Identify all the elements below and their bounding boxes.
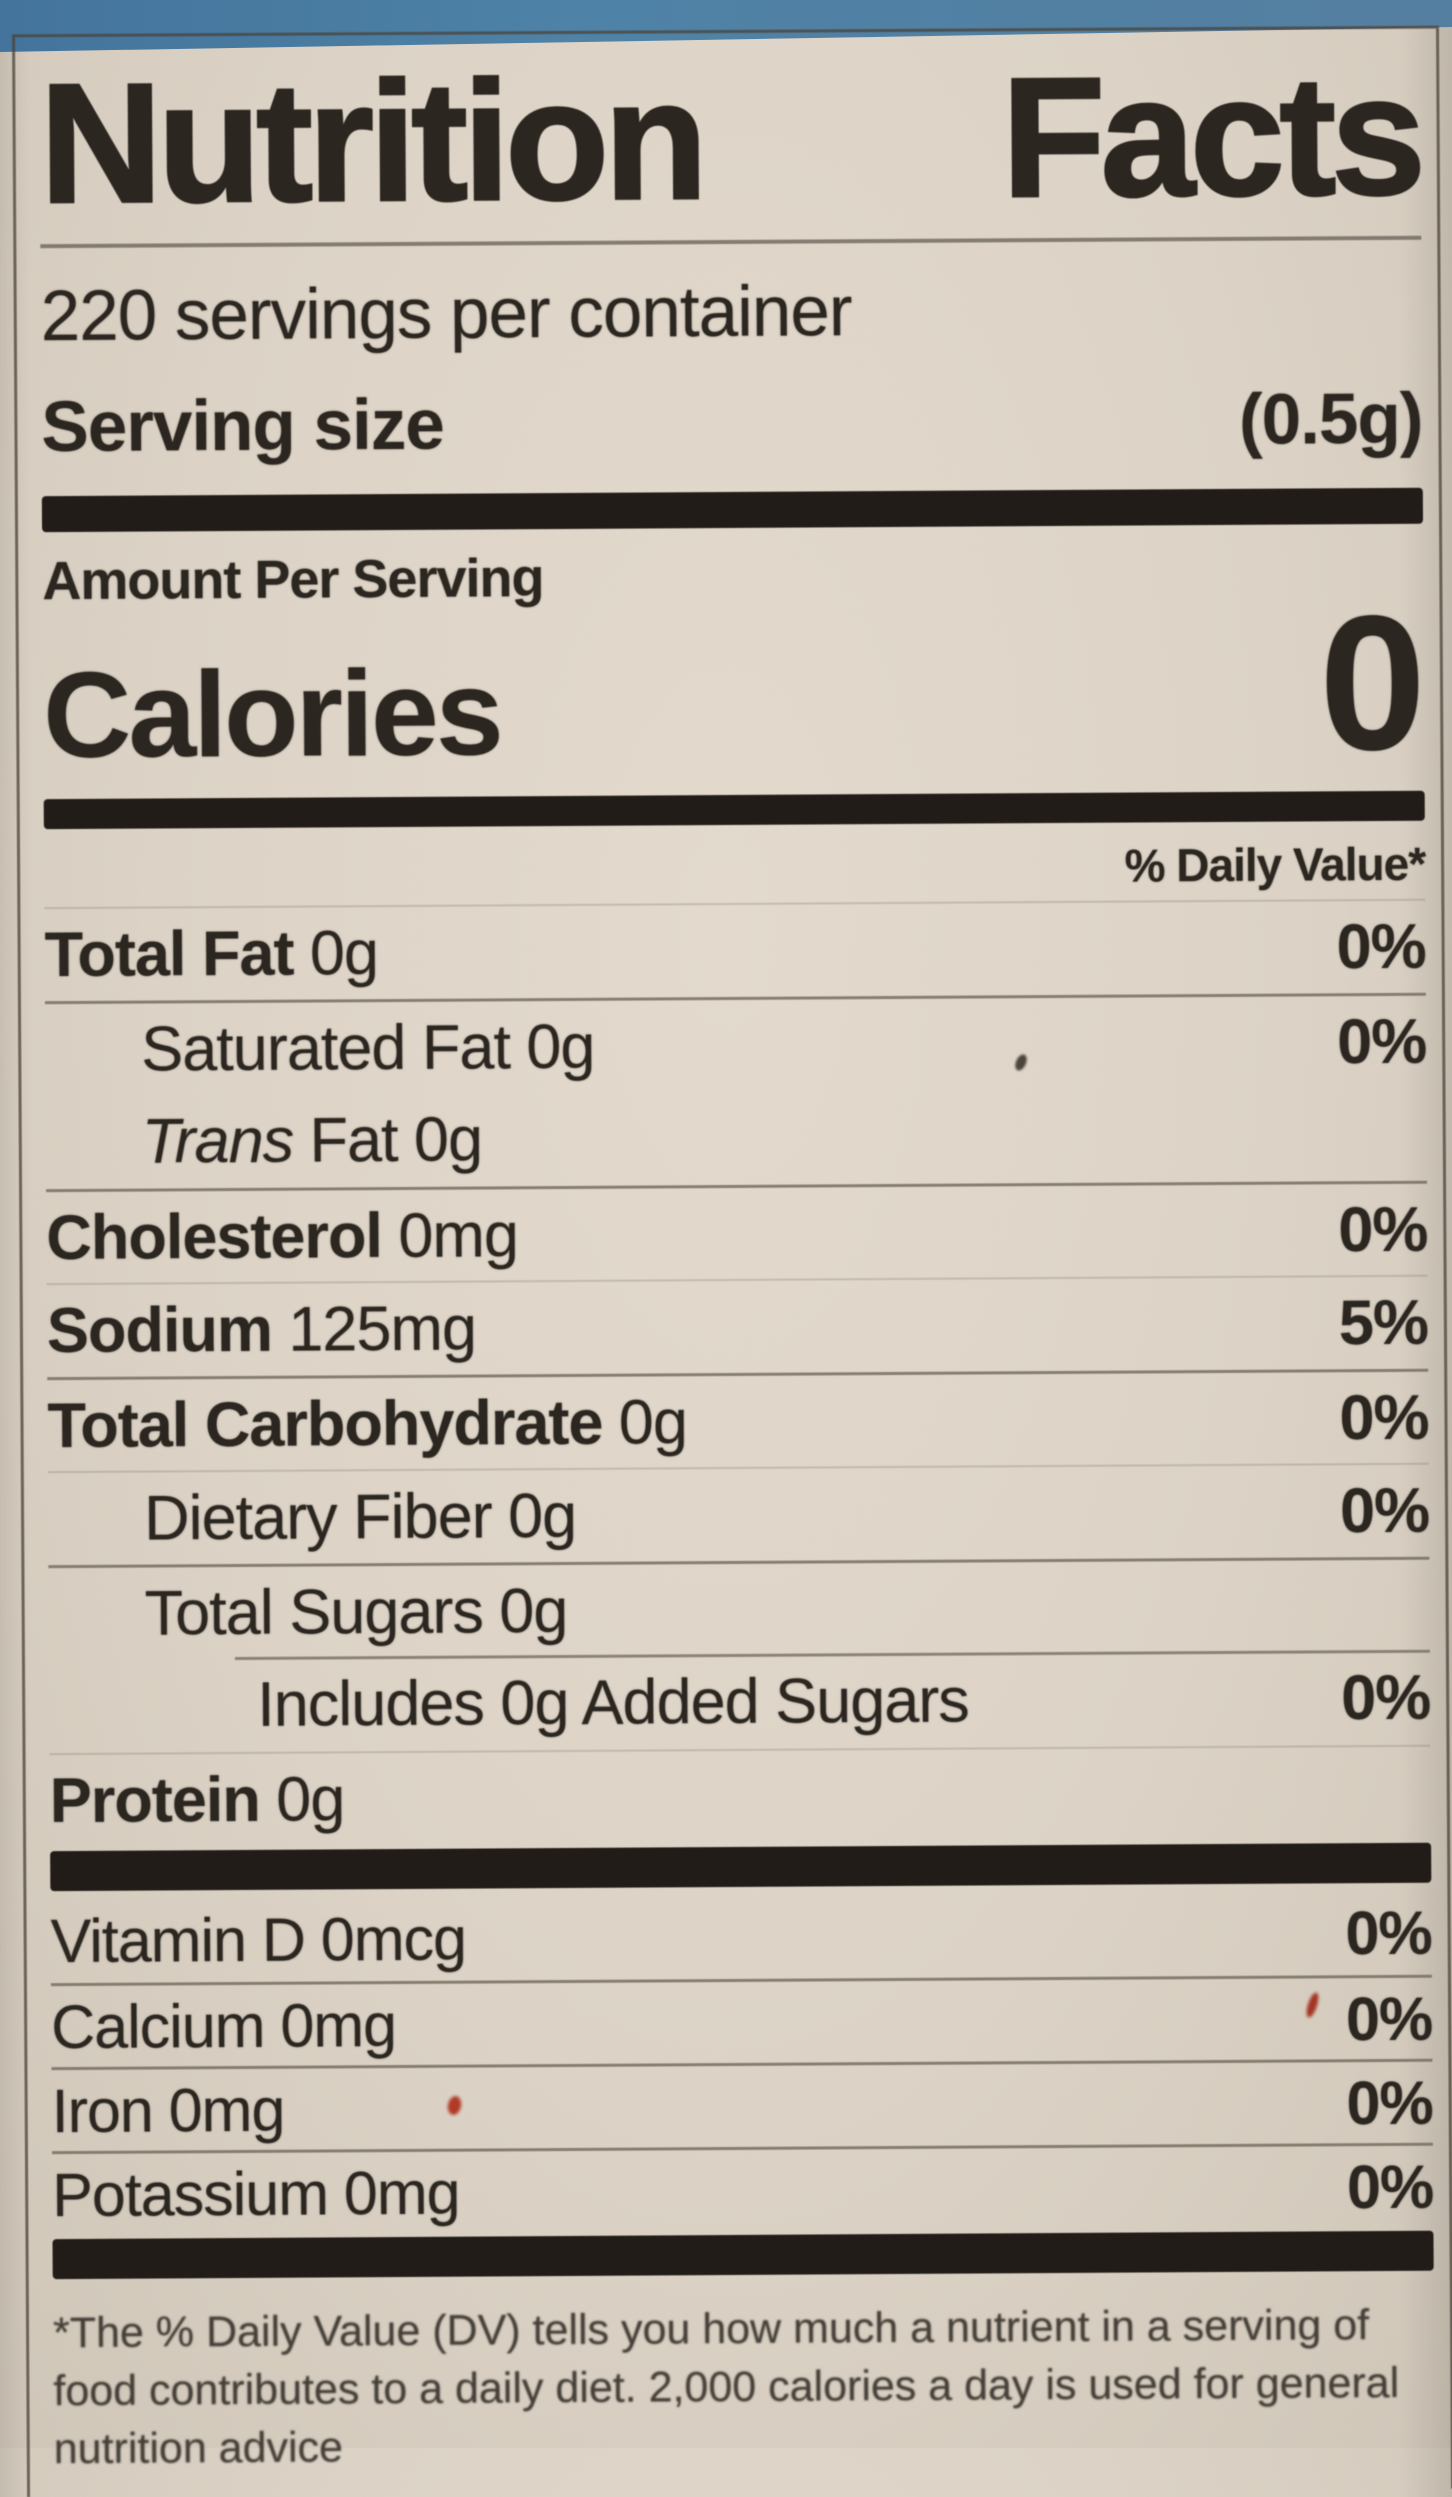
nutrient-row: Cholesterol 0mg 0% <box>46 1181 1428 1284</box>
daily-value-footnote: *The % Daily Value (DV) tells you how mu… <box>52 2301 1400 2473</box>
nutrient-name: Potassium 0mg <box>52 2158 460 2230</box>
nutrient-name-text: Dietary Fiber <box>143 1481 492 1555</box>
nutrient-name: Trans Fat 0g <box>142 1104 483 1178</box>
nutrient-name: Vitamin D 0mcg <box>50 1904 466 1977</box>
nutrient-daily-value: 0% <box>1346 2152 1434 2222</box>
nutrient-name-text: Total Sugars <box>144 1576 484 1649</box>
nutrient-amount: 0g <box>526 1011 595 1083</box>
nutrition-facts-title: Nutrition Facts <box>38 40 1423 241</box>
nutrient-daily-value: 0% <box>1345 1899 1432 1968</box>
nutrient-row: Sodium 125mg 5% <box>46 1275 1429 1378</box>
nutrient-row: Potassium 0mg 0% <box>51 2143 1434 2236</box>
nutrient-daily-value: 0% <box>1336 1006 1427 1078</box>
nutrient-amount: 0mg <box>280 1991 397 2060</box>
nutrient-row: Includes 0g Added Sugars 0% <box>49 1651 1431 1753</box>
servings-per-container: 220 servings per container <box>40 272 852 357</box>
nutrient-name-text: Saturated Fat <box>141 1012 511 1085</box>
nutrient-name: Sodium 125mg <box>47 1293 476 1368</box>
nutrient-name-text: Vitamin D <box>50 1906 306 1976</box>
nutrient-amount: 0mg <box>398 1200 519 1272</box>
nutrient-rows: Total Fat 0g 0% Saturated Fat 0g 0% Tran… <box>44 899 1432 1848</box>
calories-label: Calories <box>42 644 502 784</box>
thick-separator-bar <box>41 487 1424 533</box>
nutrient-row: Saturated Fat 0g 0% <box>44 993 1427 1096</box>
nutrient-daily-value: 0% <box>1339 1382 1429 1454</box>
nutrient-row: Iron 0mg 0% <box>51 2059 1433 2152</box>
label-content: Nutrition Facts 220 servings per contain… <box>15 29 1451 2479</box>
nutrient-name: Total Fat 0g <box>44 918 378 992</box>
nutrient-row: Trans Fat 0g <box>45 1087 1427 1189</box>
serving-size-label: Serving size <box>41 385 445 468</box>
nutrient-row: Total Sugars 0g <box>48 1557 1430 1660</box>
nutrient-name-text: Fat <box>309 1105 398 1177</box>
nutrient-amount: 125mg <box>288 1294 477 1366</box>
nutrient-name-text: Total Fat <box>44 919 294 991</box>
thick-separator-bar <box>52 2231 1434 2280</box>
nutrient-row: Dietary Fiber 0g 0% <box>47 1463 1430 1566</box>
nutrient-name-text: Potassium <box>52 2159 329 2230</box>
nutrient-name-text: Calcium <box>50 1991 265 2062</box>
daily-value-header: % Daily Value* <box>1124 838 1426 893</box>
nutrient-row: Protein 0g <box>49 1745 1432 1848</box>
nutrient-row: Calcium 0mg 0% <box>50 1975 1433 2068</box>
nutrient-daily-value: 0% <box>1345 1984 1433 2054</box>
nutrient-amount: 0mg <box>168 2075 285 2145</box>
thick-separator-bar <box>43 791 1425 830</box>
nutrient-name-italic-part: Trans <box>141 1106 294 1178</box>
nutrient-daily-value: 0% <box>1340 1663 1431 1734</box>
nutrient-name: Includes 0g Added Sugars <box>257 1665 969 1741</box>
nutrient-row: Total Carbohydrate 0g 0% <box>47 1369 1429 1472</box>
nutrient-name-text: Iron <box>51 2076 154 2146</box>
nutrient-daily-value: 0% <box>1346 2068 1433 2138</box>
nutrition-facts-panel: Nutrition Facts 220 servings per contain… <box>12 25 1452 2497</box>
nutrient-name: Calcium 0mg <box>51 1990 396 2062</box>
nutrient-name: Dietary Fiber 0g <box>144 1480 576 1555</box>
nutrient-row: Vitamin D 0mcg 0% <box>50 1891 1431 1983</box>
nutrient-name-text: Cholesterol <box>46 1201 383 1274</box>
nutrient-name-text: Includes 0g Added Sugars <box>257 1666 969 1741</box>
calories-value: 0 <box>1318 574 1425 791</box>
nutrient-amount: 0g <box>413 1104 483 1176</box>
nutrient-name: Cholesterol 0mg <box>46 1199 518 1274</box>
nutrient-amount: 0g <box>309 918 379 990</box>
nutrient-name: Total Carbohydrate 0g <box>47 1386 687 1462</box>
nutrient-amount: 0g <box>507 1481 577 1552</box>
serving-size-value: (0.5g) <box>1238 379 1423 461</box>
amount-per-serving-label: Amount Per Serving <box>42 548 544 612</box>
nutrient-amount: 0mg <box>343 2158 460 2228</box>
nutrient-name: Protein 0g <box>50 1764 345 1838</box>
nutrient-name-text: Protein <box>49 1765 261 1837</box>
nutrient-row: Total Fat 0g 0% <box>44 899 1426 1002</box>
nutrient-daily-value: 0% <box>1336 912 1426 983</box>
nutrient-amount: 0mcg <box>320 1905 467 1974</box>
nutrient-name: Total Sugars 0g <box>144 1575 567 1650</box>
thick-separator-bar <box>50 1843 1432 1892</box>
serving-size-row: Serving size (0.5g) <box>41 379 1422 468</box>
nutrient-name: Saturated Fat 0g <box>141 1011 595 1086</box>
nutrient-amount: 0g <box>618 1387 688 1458</box>
nutrient-name-text: Sodium <box>46 1295 273 1367</box>
nutrient-amount: 0g <box>275 1764 345 1836</box>
micronutrient-rows: Vitamin D 0mcg 0% Calcium 0mg 0% Iron 0m… <box>50 1891 1434 2236</box>
nutrient-name-text: Total Carbohydrate <box>47 1387 603 1462</box>
calories-row: Calories 0 <box>42 574 1425 791</box>
nutrient-daily-value: 0% <box>1339 1476 1430 1547</box>
nutrient-amount: 0g <box>499 1575 568 1647</box>
nutrient-daily-value: 0% <box>1338 1194 1428 1266</box>
nutrient-daily-value: 5% <box>1338 1288 1429 1359</box>
nutrient-name: Iron 0mg <box>51 2075 284 2146</box>
